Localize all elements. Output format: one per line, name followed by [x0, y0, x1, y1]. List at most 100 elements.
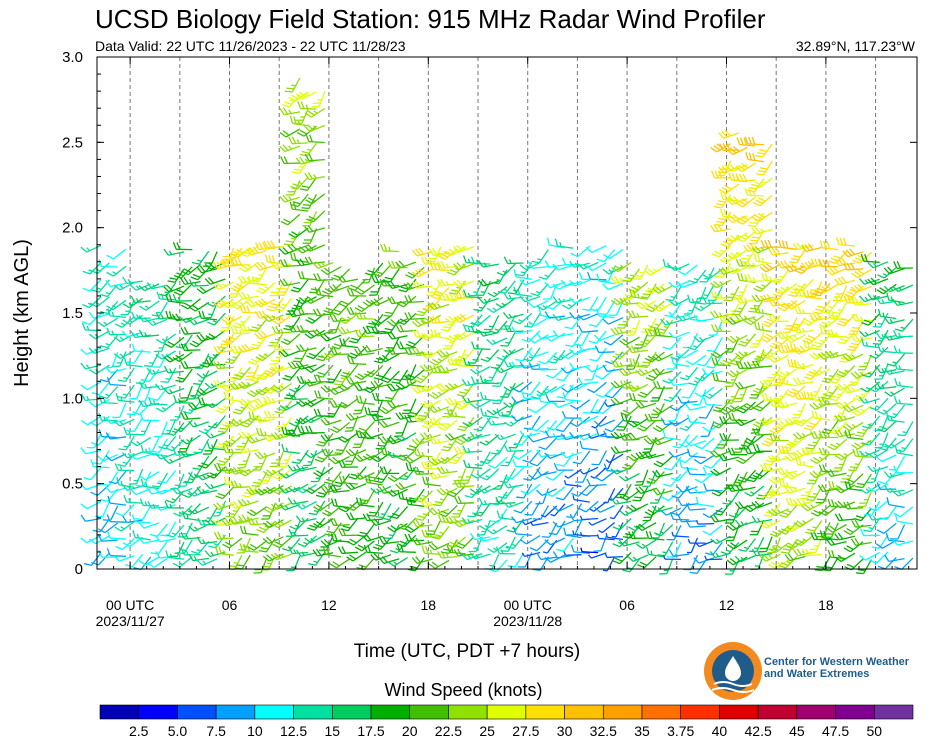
barb-shaft [390, 302, 400, 317]
barb-shaft [110, 502, 127, 506]
wind-barb [575, 467, 591, 483]
barb-flag [166, 284, 173, 292]
wind-barb [500, 536, 516, 552]
barb-flag [511, 414, 518, 422]
barb-shaft [354, 278, 367, 291]
wind-barb [188, 553, 209, 562]
barb-flag [144, 501, 148, 506]
barb-shaft [195, 301, 210, 312]
barb-flag [188, 318, 195, 326]
barb-flag [246, 447, 251, 452]
barb-flag [572, 495, 575, 500]
barb-shaft [345, 312, 359, 324]
barb-flag [98, 549, 103, 558]
barb-flag [153, 435, 162, 438]
barb-flag [198, 448, 203, 451]
barb-flag [80, 503, 88, 510]
barb-flag [429, 384, 434, 389]
barb-shaft [98, 381, 110, 396]
wind-barb [311, 91, 326, 108]
barb-flag [193, 473, 198, 478]
wind-barb [254, 261, 276, 271]
wind-barb [203, 439, 218, 455]
barb-flag [492, 402, 501, 405]
barb-shaft [582, 330, 599, 333]
barb-shaft [325, 453, 342, 457]
barb-shaft [542, 488, 550, 504]
barb-flag [313, 110, 318, 114]
wind-barb [512, 312, 533, 325]
barb-shaft [86, 244, 102, 253]
wind-barb [337, 326, 359, 335]
barb-flag [457, 548, 463, 556]
barb-flag [119, 353, 124, 358]
barb-flag [147, 562, 155, 568]
barb-flag [144, 383, 148, 389]
barb-shaft [217, 366, 234, 370]
barb-shaft [515, 465, 532, 468]
barb-flag [238, 518, 242, 524]
wind-barb [222, 537, 243, 549]
barb-flag [217, 361, 222, 369]
barb-flag [536, 489, 543, 496]
wind-barb [91, 381, 110, 396]
wind-barb [204, 482, 226, 490]
barb-shaft [335, 558, 350, 569]
wind-barb [138, 283, 160, 292]
barb-flag [225, 338, 234, 343]
barb-flag [383, 399, 391, 403]
barb-shaft [221, 401, 235, 414]
wind-barb [181, 263, 201, 276]
wind-barb [288, 136, 309, 145]
barb-shaft [363, 557, 375, 571]
barb-flag [395, 324, 401, 333]
barb-flag [192, 273, 201, 278]
barb-shaft [565, 483, 582, 488]
barb-flag [353, 412, 361, 415]
barb-shaft [383, 250, 400, 253]
barb-flag [215, 495, 224, 500]
barb-shaft [184, 280, 201, 286]
barb-flag [416, 448, 421, 457]
barb-flag [118, 448, 127, 451]
wind-barb [106, 514, 127, 523]
barb-shaft [96, 415, 110, 427]
barb-shaft [509, 398, 524, 408]
barb-flag [241, 442, 247, 445]
barb-flag [358, 329, 363, 337]
barb-flag [155, 338, 164, 344]
barb-flag [117, 395, 126, 399]
wind-barb [82, 296, 102, 309]
barb-flag [81, 322, 86, 331]
barb-flag [176, 552, 185, 555]
barb-shaft [86, 381, 102, 391]
barb-flag [185, 534, 189, 539]
wind-barb [113, 350, 135, 359]
barb-flag [263, 410, 268, 418]
wind-barb [106, 548, 127, 557]
barb-shaft [341, 344, 358, 349]
wind-barb [473, 502, 491, 517]
barb-shaft [515, 533, 532, 536]
wind-barb [569, 296, 591, 304]
barb-shaft [328, 505, 342, 517]
barb-flag [115, 545, 123, 551]
barb-flag [231, 439, 236, 443]
barb-flag [240, 423, 248, 428]
barb-flag [117, 379, 126, 383]
barb-flag [178, 511, 184, 515]
barb-flag [89, 421, 97, 427]
barb-shaft [99, 518, 110, 533]
barb-flag [303, 541, 308, 545]
barb-flag [202, 373, 207, 378]
barb-flag [196, 266, 203, 274]
barb-shaft [110, 419, 127, 425]
barb-flag [595, 409, 603, 415]
barb-flag [176, 242, 181, 250]
wind-barb [240, 244, 259, 258]
barb-flag [344, 430, 353, 432]
barb-flag [130, 330, 136, 338]
wind-barb [256, 367, 276, 381]
barb-flag [82, 287, 91, 292]
barb-flag [192, 467, 201, 471]
